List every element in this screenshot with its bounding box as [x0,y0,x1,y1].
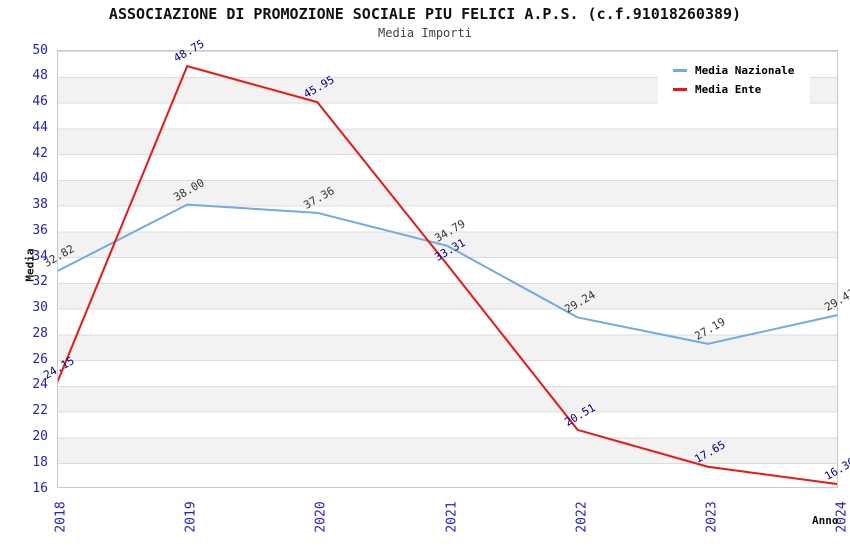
y-tick-label: 20 [32,428,48,444]
y-tick-label: 24 [32,377,48,393]
y-tick-label: 18 [32,454,48,470]
line-swatch-icon [673,88,687,91]
x-tick-label: 2019 [183,501,199,533]
legend-item-media-nazionale: Media Nazionale [658,61,810,80]
x-axis-title: Anno [812,514,839,527]
y-tick-label: 48 [32,68,48,84]
x-tick-label: 2021 [444,501,459,533]
plot-area [57,50,838,488]
y-tick-label: 28 [32,325,48,341]
series-line-media-ente [58,64,837,486]
x-tick-label: 2018 [53,501,69,533]
chart-title: ASSOCIAZIONE DI PROMOZIONE SOCIALE PIU F… [108,5,742,23]
y-tick-label: 44 [32,119,48,135]
x-tick-label: 2020 [313,501,329,533]
chart-subtitle: Media Importi [378,26,472,40]
y-tick-label: 22 [32,403,48,419]
y-tick-label: 34 [32,248,48,264]
y-tick-label: 16 [32,480,48,496]
series-line-media-nazionale [58,203,837,345]
y-axis-title: Media [23,248,37,282]
legend-item-label: Media Ente [695,83,762,96]
y-tick-label: 32 [32,274,48,290]
legend-item-label: Media Nazionale [695,64,795,77]
y-tick-label: 40 [32,171,48,187]
line-swatch-icon [673,69,687,72]
y-tick-label: 30 [32,300,48,316]
y-tick-label: 50 [32,42,48,58]
y-tick-label: 46 [32,94,48,110]
legend: Media Nazionale Media Ente [658,56,810,104]
y-tick-label: 38 [32,197,48,213]
y-tick-label: 36 [32,222,48,238]
legend-item-media-ente: Media Ente [658,80,810,99]
y-tick-label: 26 [32,351,48,367]
series-lines [58,64,837,486]
y-tick-label: 42 [32,145,48,161]
x-tick-label: 2022 [574,501,590,533]
x-tick-label: 2023 [704,501,720,533]
